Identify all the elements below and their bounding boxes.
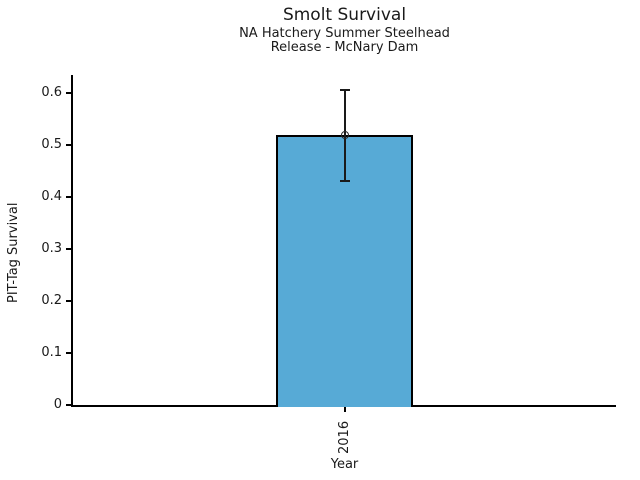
y-tick-mark bbox=[66, 92, 71, 94]
plot-area: 0 0.1 0.2 0.3 0.4 0.5 0.6 2016 bbox=[41, 75, 616, 454]
y-tick-mark bbox=[66, 144, 71, 146]
chart-subtitle-line2: Release - McNary Dam bbox=[270, 40, 419, 55]
y-tick-mark bbox=[66, 248, 71, 250]
point-marker bbox=[340, 130, 349, 139]
chart-header: Smolt Survival NA Hatchery Summer Steelh… bbox=[73, 4, 616, 55]
x-tick-mark bbox=[343, 407, 346, 412]
y-tick-label: 0.1 bbox=[41, 345, 62, 360]
error-bar-cap-bottom bbox=[339, 180, 350, 183]
x-tick-label: 2016 bbox=[336, 420, 352, 454]
y-tick-label: 0.2 bbox=[41, 293, 62, 308]
chart-subtitle-line1: NA Hatchery Summer Steelhead bbox=[239, 26, 450, 41]
y-tick-mark bbox=[66, 352, 71, 354]
y-tick-label: 0.5 bbox=[41, 137, 62, 152]
y-tick-mark bbox=[66, 196, 71, 198]
x-axis-label: Year bbox=[330, 457, 359, 472]
y-tick-label: 0.3 bbox=[41, 241, 62, 256]
y-tick-label: 0.4 bbox=[41, 189, 62, 204]
y-axis-line bbox=[71, 75, 73, 407]
y-tick-mark bbox=[66, 404, 71, 406]
error-bar-cap-top bbox=[339, 89, 350, 92]
y-tick-mark bbox=[66, 300, 71, 302]
y-tick-label: 0 bbox=[53, 397, 62, 412]
y-tick-label: 0.6 bbox=[41, 85, 62, 100]
chart-title: Smolt Survival bbox=[282, 5, 407, 25]
